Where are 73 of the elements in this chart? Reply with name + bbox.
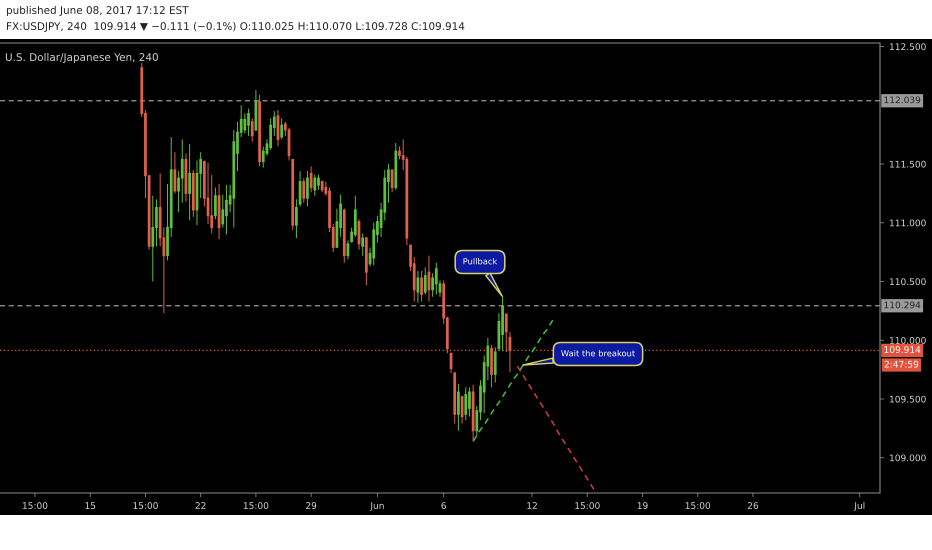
candlestick bbox=[310, 166, 312, 193]
candlestick bbox=[250, 118, 254, 142]
x-tick-label: 12 bbox=[527, 502, 537, 509]
candlestick bbox=[184, 152, 188, 202]
line-series bbox=[472, 317, 555, 442]
candlestick bbox=[490, 344, 493, 388]
x-tick-label: 22 bbox=[196, 502, 206, 509]
x-tick-label: 15:00 bbox=[22, 502, 48, 510]
candlestick bbox=[453, 371, 456, 424]
candlestick bbox=[302, 178, 306, 204]
candlestick bbox=[280, 118, 284, 140]
annotation: Wait the breakout bbox=[561, 350, 635, 356]
candlestick bbox=[346, 240, 350, 260]
chart-title: FX:USDJPY, 240 109.914 ▼ −0.111 (−0.1%) O:110.025 H:110.070 L:109.728 C:109.914 bbox=[7, 22, 464, 32]
candlestick bbox=[420, 270, 423, 302]
y-tick-label: 110.500 bbox=[890, 278, 926, 286]
y-tick-label: 112.500 bbox=[890, 43, 926, 50]
x-tick-label: 19 bbox=[638, 502, 648, 510]
candlestick bbox=[390, 169, 394, 193]
candlestick bbox=[460, 396, 464, 424]
x-tick-label: 26 bbox=[748, 502, 758, 510]
candlestick bbox=[320, 180, 324, 193]
annotation: Pullback bbox=[464, 258, 498, 264]
x-tick-label: 29 bbox=[306, 502, 316, 510]
candlestick bbox=[258, 94, 261, 167]
candlestick bbox=[434, 262, 438, 295]
text: published June 08, 2017 17:12 EST bbox=[6, 6, 189, 16]
candlestick bbox=[313, 174, 316, 196]
x-tick-label: 15 bbox=[85, 502, 96, 510]
candlestick bbox=[457, 383, 460, 432]
x-tick-label: 15:00 bbox=[686, 502, 710, 510]
ref-line-label: 110.294 bbox=[884, 302, 920, 308]
candlestick bbox=[291, 158, 294, 230]
y-tick-label: 109.500 bbox=[890, 396, 926, 403]
candlestick bbox=[151, 195, 154, 282]
candlestick bbox=[306, 170, 309, 207]
ref-line-label: 112.039 bbox=[884, 96, 920, 104]
candlestick bbox=[424, 266, 427, 295]
x-tick-label: 6 bbox=[441, 502, 446, 510]
y-tick-label: 110.000 bbox=[890, 336, 926, 344]
candlestick bbox=[361, 232, 364, 256]
candlestick bbox=[214, 187, 217, 220]
candlestick bbox=[472, 384, 475, 442]
candlestick bbox=[225, 184, 228, 235]
candlestick bbox=[247, 108, 250, 136]
y-tick-label: 111.000 bbox=[890, 219, 926, 226]
ref-line-label: 109.914 bbox=[884, 346, 920, 353]
candlestick bbox=[394, 142, 398, 190]
x-tick-label: 15:00 bbox=[133, 502, 158, 510]
x-tick-label: 15:00 bbox=[244, 502, 268, 510]
candlestick bbox=[364, 236, 368, 286]
line-series bbox=[516, 365, 596, 492]
candlestick bbox=[358, 218, 360, 250]
candlestick bbox=[276, 109, 280, 147]
candlestick bbox=[464, 386, 468, 421]
candlestick bbox=[342, 208, 346, 264]
x-tick-label: Jul bbox=[854, 502, 864, 511]
candlestick bbox=[218, 184, 220, 240]
text: U.S. Dollar/Japanese Yen, 240 bbox=[6, 52, 158, 64]
candlestick bbox=[428, 255, 430, 302]
x-tick-label: Jun bbox=[370, 502, 384, 511]
candlestick bbox=[468, 386, 471, 418]
x-tick-label: 15:00 bbox=[575, 502, 600, 510]
y-tick-label: 111.500 bbox=[890, 160, 926, 168]
candlestick bbox=[416, 270, 420, 304]
y-tick-label: 109.000 bbox=[890, 454, 926, 462]
candlestick bbox=[188, 144, 191, 221]
candlestick bbox=[501, 295, 504, 352]
text: 2:47:59 bbox=[884, 360, 918, 368]
candlestick bbox=[254, 90, 258, 132]
candlestick bbox=[494, 346, 497, 384]
candlestick bbox=[192, 169, 195, 218]
candlestick bbox=[174, 152, 176, 194]
